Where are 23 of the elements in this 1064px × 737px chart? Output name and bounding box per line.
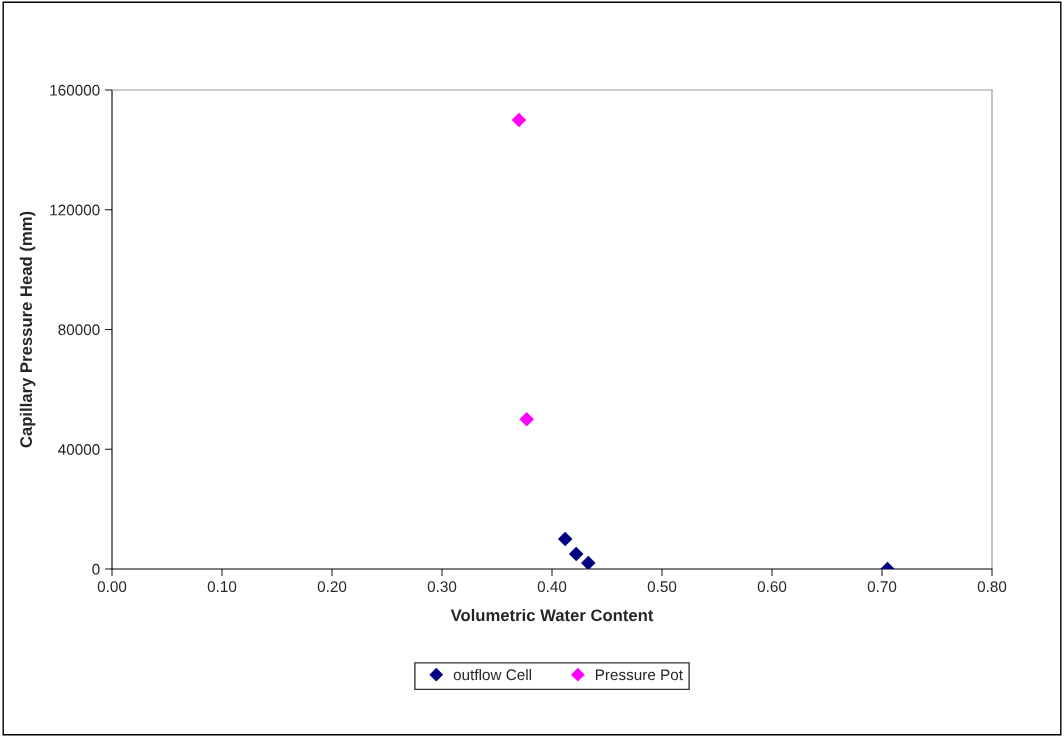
legend-label: outflow Cell: [453, 668, 532, 681]
x-tick-label: 0.40: [537, 581, 567, 593]
point: [511, 112, 527, 128]
x-tick-label: 0.00: [97, 581, 127, 593]
y-tick-label: 80000: [58, 324, 100, 336]
point: [557, 531, 573, 547]
y-tick-label: 160000: [50, 84, 100, 96]
x-tick-label: 0.20: [317, 581, 347, 593]
point: [519, 412, 534, 427]
y-axis-title: Capillary Pressure Head (mm): [19, 211, 36, 448]
x-tick-label: 0.70: [867, 581, 897, 593]
y-tick-label: 0: [92, 563, 100, 575]
point: [581, 555, 596, 569]
x-tick-label: 0.80: [977, 581, 1007, 593]
y-tick-label: 120000: [50, 204, 100, 216]
x-tick-label: 0.60: [757, 581, 787, 593]
legend-label: Pressure Pot: [595, 669, 683, 681]
x-tick-label: 0.30: [427, 581, 457, 593]
x-axis-title: Volumetric Water Content: [450, 608, 654, 622]
y-tick-label: 40000: [58, 444, 100, 455]
x-tick-label: 0.10: [207, 581, 237, 593]
x-tick-label: 0.50: [647, 581, 677, 593]
point: [568, 546, 584, 562]
